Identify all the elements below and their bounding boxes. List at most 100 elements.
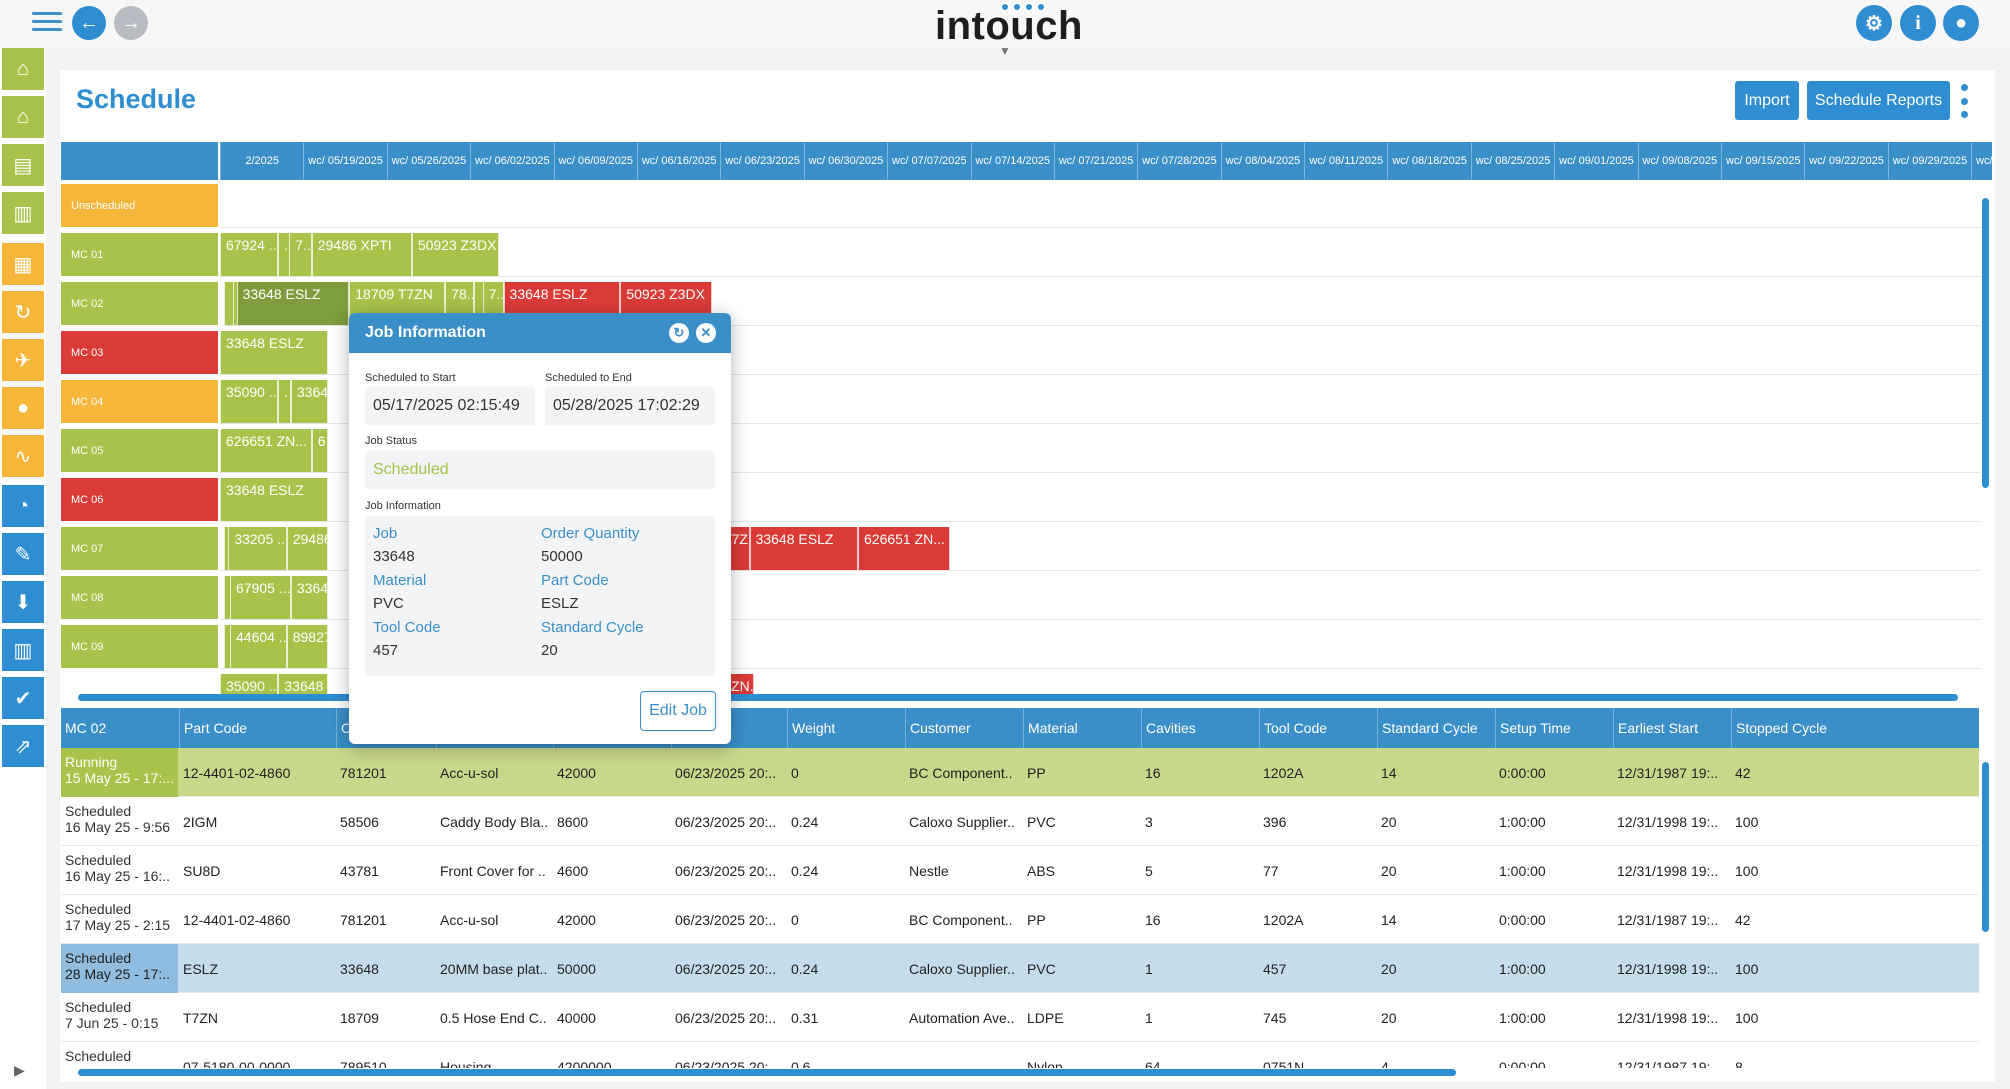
- table-row[interactable]: Scheduled 28 May 25 - 17:.. ESLZ 33648 20MM …: [61, 944, 1979, 993]
- job-status-field[interactable]: Scheduled: [365, 451, 715, 489]
- job-bar[interactable]: 29486 XPTI: [311, 233, 412, 276]
- chevron-down-icon[interactable]: ▼: [999, 44, 1011, 58]
- job-bar[interactable]: 33648 ESLZ: [749, 527, 858, 570]
- column-header[interactable]: Customer: [905, 708, 1023, 748]
- table-row[interactable]: Scheduled 16 May 25 - 9:56 2IGM 58506 Caddy …: [61, 797, 1979, 846]
- table-row[interactable]: Scheduled 07-5180-00-0000 789510 Housing 420…: [61, 1042, 1979, 1068]
- part-code-key: Part Code: [541, 572, 609, 589]
- more-options-icon[interactable]: [1960, 84, 1968, 118]
- user-icon[interactable]: ●: [1943, 5, 1979, 41]
- job-bar[interactable]: 33648 ESLZ: [220, 478, 329, 521]
- job-bar[interactable]: 7...: [289, 233, 312, 276]
- table-cell: 3: [1145, 813, 1153, 830]
- import-button[interactable]: Import: [1735, 81, 1799, 120]
- edit-job-button[interactable]: Edit Job: [640, 691, 716, 731]
- week-header-cell: wc/ 06/16/2025: [636, 142, 720, 180]
- sidebar-pie-icon[interactable]: ◔: [2, 485, 44, 527]
- gantt-corner: [61, 142, 218, 180]
- job-bar[interactable]: 67924 ...: [220, 233, 279, 276]
- column-header[interactable]: O: [336, 708, 436, 748]
- machine-row-label[interactable]: MC 06: [61, 478, 218, 521]
- job-bar[interactable]: 33648: [278, 674, 329, 694]
- job-bar[interactable]: 626651 ZN...: [858, 527, 950, 570]
- machine-row-label[interactable]: MC 01: [61, 233, 218, 276]
- app-logo[interactable]: intouch: [935, 4, 1083, 48]
- end-label: Scheduled to End: [545, 372, 632, 384]
- order-quantity-key: Order Quantity: [541, 525, 640, 542]
- column-header[interactable]: Tool Code: [1259, 708, 1377, 748]
- job-bar[interactable]: 6...: [311, 429, 329, 472]
- table-row[interactable]: Scheduled 16 May 25 - 16:.. SU8D 43781 Front…: [61, 846, 1979, 895]
- menu-icon[interactable]: [32, 12, 62, 34]
- machine-row-label[interactable]: MC 09: [61, 625, 218, 668]
- column-header[interactable]: Standard Cycle: [1377, 708, 1495, 748]
- job-bar[interactable]: 89827: [286, 625, 329, 668]
- standard-cycle-key: Standard Cycle: [541, 619, 644, 636]
- machine-row-label[interactable]: MC 08: [61, 576, 218, 619]
- forward-arrow-icon[interactable]: →: [114, 6, 148, 40]
- table-row[interactable]: Scheduled 7 Jun 25 - 0:15 T7ZN 18709 0.5 Hos…: [61, 993, 1979, 1042]
- back-arrow-icon[interactable]: ←: [72, 6, 106, 40]
- sidebar-download-icon[interactable]: ⬇: [2, 581, 44, 623]
- table-cell: PVC: [1027, 813, 1056, 830]
- job-bar[interactable]: 33205 ...: [228, 527, 287, 570]
- machine-row-label[interactable]: MC 04: [61, 380, 218, 423]
- job-bar[interactable]: 44604 ...: [230, 625, 287, 668]
- gear-icon[interactable]: ⚙: [1856, 5, 1892, 41]
- column-header[interactable]: Setup Time: [1495, 708, 1613, 748]
- schedule-reports-button[interactable]: Schedule Reports: [1807, 81, 1950, 120]
- table-row[interactable]: Running 15 May 25 - 17:... 12-4401-02-4860…: [61, 748, 1979, 797]
- machine-row-label[interactable]: MC 02: [61, 282, 218, 325]
- machine-row-label[interactable]: MC 05: [61, 429, 218, 472]
- column-header[interactable]: Part Code: [179, 708, 336, 748]
- sidebar-calendar-icon[interactable]: ▦: [2, 243, 44, 285]
- job-bar[interactable]: 50923 Z3DX: [411, 233, 500, 276]
- sidebar-plane-icon[interactable]: ✈: [2, 339, 44, 381]
- job-bar[interactable]: 29486: [286, 527, 329, 570]
- column-header[interactable]: Material: [1023, 708, 1141, 748]
- sidebar-document-icon[interactable]: ▤: [2, 144, 44, 186]
- table-cell: Housing: [440, 1058, 492, 1069]
- table-vertical-scrollbar[interactable]: [1980, 752, 1990, 1072]
- sidebar-factory-icon[interactable]: ⌂: [2, 96, 44, 138]
- machine-row-label[interactable]: MC 07: [61, 527, 218, 570]
- job-bar[interactable]: 35090 ...: [220, 674, 279, 694]
- sidebar-refresh-icon[interactable]: ↻: [2, 291, 44, 333]
- sidebar-route-icon[interactable]: ∿: [2, 435, 44, 477]
- gantt-horizontal-scrollbar[interactable]: [68, 692, 1974, 702]
- sidebar-share-icon[interactable]: ⇗: [2, 725, 44, 767]
- scheduled-start-field[interactable]: 05/17/2025 02:15:49: [365, 387, 535, 425]
- column-header[interactable]: Weight: [787, 708, 905, 748]
- sidebar-expand-icon[interactable]: ▶: [14, 1062, 25, 1078]
- machine-row-label[interactable]: MC 03: [61, 331, 218, 374]
- table-horizontal-scrollbar[interactable]: [68, 1067, 1974, 1077]
- table-row[interactable]: Scheduled 17 May 25 - 2:15 12-4401-02-4860…: [61, 895, 1979, 944]
- scheduled-end-field[interactable]: 05/28/2025 17:02:29: [545, 387, 715, 425]
- sidebar-trash-icon[interactable]: ▥: [2, 629, 44, 671]
- close-icon[interactable]: ✕: [696, 323, 716, 343]
- job-bar[interactable]: 626651 ZN...: [220, 429, 312, 472]
- refresh-icon[interactable]: ↻: [669, 323, 689, 343]
- sidebar-notes-icon[interactable]: ✎: [2, 533, 44, 575]
- job-bar[interactable]: 3364...: [290, 380, 329, 423]
- job-bar[interactable]: 33648 ESLZ: [220, 331, 329, 374]
- job-bar[interactable]: 67905 ...: [230, 576, 291, 619]
- column-header[interactable]: Cavities: [1141, 708, 1259, 748]
- table-cell: 1: [1145, 1009, 1153, 1026]
- job-bar[interactable]: 35090 ...: [220, 380, 279, 423]
- job-bar[interactable]: 33648: [290, 576, 329, 619]
- gantt-vertical-scrollbar[interactable]: [1980, 190, 1990, 690]
- sidebar-chart-icon[interactable]: ▥: [2, 192, 44, 234]
- column-header[interactable]: Stopped Cycle: [1731, 708, 1851, 748]
- info-icon[interactable]: i: [1900, 5, 1936, 41]
- lane-divider: [220, 472, 1980, 473]
- job-bar[interactable]: 33648 ESLZ: [236, 282, 350, 325]
- column-header[interactable]: Earliest Start: [1613, 708, 1731, 748]
- week-header-cell: wc/ 06/30/2025: [803, 142, 887, 180]
- table-cell: 0.24: [791, 813, 819, 830]
- job-bar[interactable]: .: [278, 380, 291, 423]
- machine-row-label[interactable]: Unscheduled: [61, 184, 218, 227]
- sidebar-home-icon[interactable]: ⌂: [2, 48, 44, 90]
- sidebar-check-icon[interactable]: ✔: [2, 677, 44, 719]
- sidebar-location-icon[interactable]: ●: [2, 387, 44, 429]
